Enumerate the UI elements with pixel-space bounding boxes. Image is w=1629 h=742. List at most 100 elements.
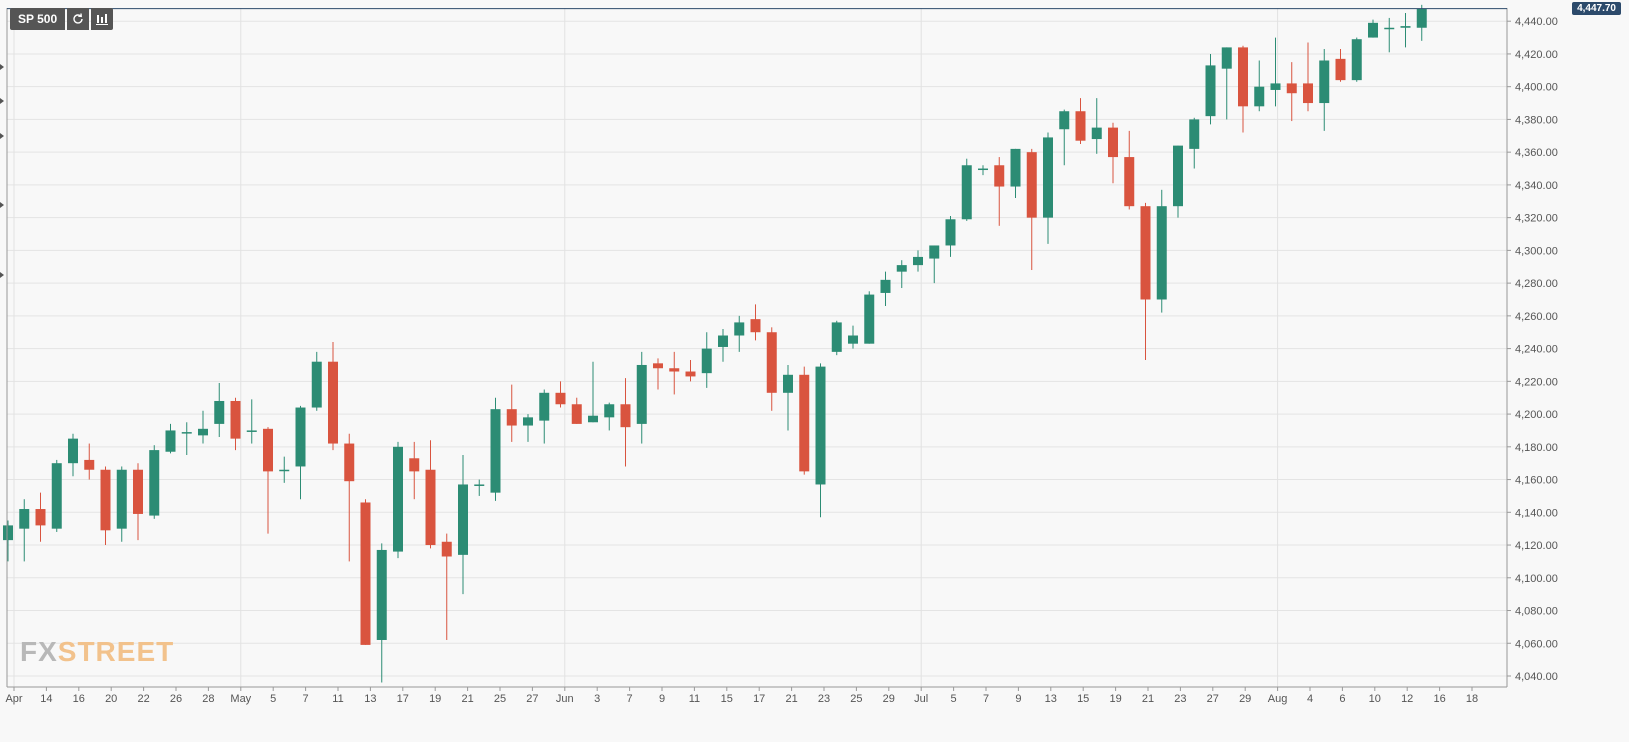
- candle-body: [1075, 111, 1086, 141]
- candle: [295, 405, 306, 500]
- candle: [328, 342, 338, 451]
- candle: [360, 499, 371, 645]
- x-tick-label: 25: [850, 693, 862, 705]
- y-tick-label: 4,440.00: [1515, 16, 1558, 28]
- x-tick-label: 29: [1239, 693, 1251, 705]
- candle: [848, 325, 858, 349]
- candle: [1124, 130, 1135, 210]
- y-tick-label: 4,260.00: [1515, 311, 1558, 323]
- candle-body: [961, 165, 972, 220]
- candle: [831, 320, 842, 356]
- y-tick-label: 4,320.00: [1515, 213, 1558, 225]
- x-tick-label: 23: [818, 693, 830, 705]
- candle: [425, 440, 436, 549]
- candle-body: [994, 165, 1005, 187]
- candle: [1400, 13, 1411, 48]
- candle-body: [84, 459, 95, 470]
- candle: [604, 402, 615, 431]
- candle: [198, 410, 208, 444]
- candle-body: [19, 509, 30, 529]
- y-tick-label: 4,420.00: [1515, 49, 1558, 61]
- candle-body: [734, 322, 745, 336]
- candle-body: [506, 409, 517, 426]
- candle-body: [571, 404, 582, 424]
- candle: [409, 441, 420, 500]
- candle: [393, 441, 403, 559]
- candle: [1173, 145, 1183, 218]
- candle-body: [1286, 83, 1297, 94]
- scale-marker-icon: [0, 202, 4, 208]
- x-tick-label: Aug: [1268, 693, 1288, 705]
- candle-body: [1205, 65, 1216, 117]
- x-tick-label: 4: [1307, 693, 1313, 705]
- y-tick-label: 4,280.00: [1515, 278, 1558, 290]
- candle: [279, 456, 290, 483]
- candle-body: [1173, 145, 1183, 207]
- candle: [1205, 53, 1216, 125]
- candle: [19, 499, 30, 562]
- candle-body: [214, 400, 225, 424]
- candle-body: [1010, 148, 1021, 187]
- candle-body: [1189, 119, 1200, 149]
- candle: [1156, 189, 1167, 313]
- candle-body: [1384, 27, 1395, 30]
- y-tick-label: 4,100.00: [1515, 573, 1558, 585]
- plot-area: [7, 8, 1507, 687]
- candle: [1091, 98, 1102, 154]
- x-tick-label: 21: [1142, 693, 1154, 705]
- candle-body: [1400, 26, 1411, 28]
- x-tick-label: 7: [303, 693, 309, 705]
- x-tick-label: 15: [721, 693, 733, 705]
- candle: [653, 358, 663, 390]
- x-tick-label: 7: [627, 693, 633, 705]
- candle-body: [51, 463, 62, 529]
- candle: [68, 433, 78, 477]
- x-tick-label: 27: [526, 693, 538, 705]
- y-tick-label: 4,300.00: [1515, 245, 1558, 257]
- candle-body: [815, 366, 826, 485]
- candle: [474, 479, 485, 496]
- candle-body: [474, 484, 485, 486]
- scale-marker-icon: [0, 133, 4, 139]
- last-price-tag: 4,447.70: [1572, 2, 1621, 15]
- x-tick-label: 9: [1015, 693, 1021, 705]
- x-tick-label: 16: [1433, 693, 1445, 705]
- refresh-icon[interactable]: [67, 8, 90, 30]
- candle-body: [750, 319, 761, 333]
- candle-body: [1254, 86, 1265, 107]
- candle: [1368, 19, 1378, 38]
- candlestick-icon[interactable]: [91, 8, 114, 30]
- x-tick-label: 18: [1466, 693, 1478, 705]
- grid: [7, 8, 1507, 687]
- candle-body: [588, 415, 598, 423]
- candle-body: [1319, 60, 1330, 104]
- x-tick-label: 14: [40, 693, 52, 705]
- candle: [1416, 4, 1427, 41]
- x-tick-label: 19: [1109, 693, 1121, 705]
- candle: [133, 463, 143, 541]
- x-tick-label: 11: [689, 693, 700, 705]
- candle: [620, 378, 631, 467]
- candle: [1189, 117, 1200, 169]
- x-tick-label: 19: [429, 693, 441, 705]
- x-tick-label: 28: [202, 693, 214, 705]
- x-tick-label: 16: [73, 693, 85, 705]
- candle: [783, 364, 793, 431]
- candle-body: [1351, 39, 1362, 81]
- candle-body: [263, 428, 273, 472]
- candle-body: [945, 219, 956, 246]
- candle: [555, 381, 566, 408]
- candle-body: [441, 541, 452, 557]
- candle: [100, 466, 111, 546]
- candle-body: [539, 392, 550, 421]
- y-tick-label: 4,220.00: [1515, 376, 1558, 388]
- x-tick-label: 9: [659, 693, 665, 705]
- candle: [1254, 60, 1265, 112]
- symbol-label[interactable]: SP 500: [10, 8, 66, 30]
- candle-body: [100, 469, 111, 531]
- candle: [523, 414, 533, 442]
- x-tick-label: 25: [494, 693, 506, 705]
- candle: [263, 427, 273, 534]
